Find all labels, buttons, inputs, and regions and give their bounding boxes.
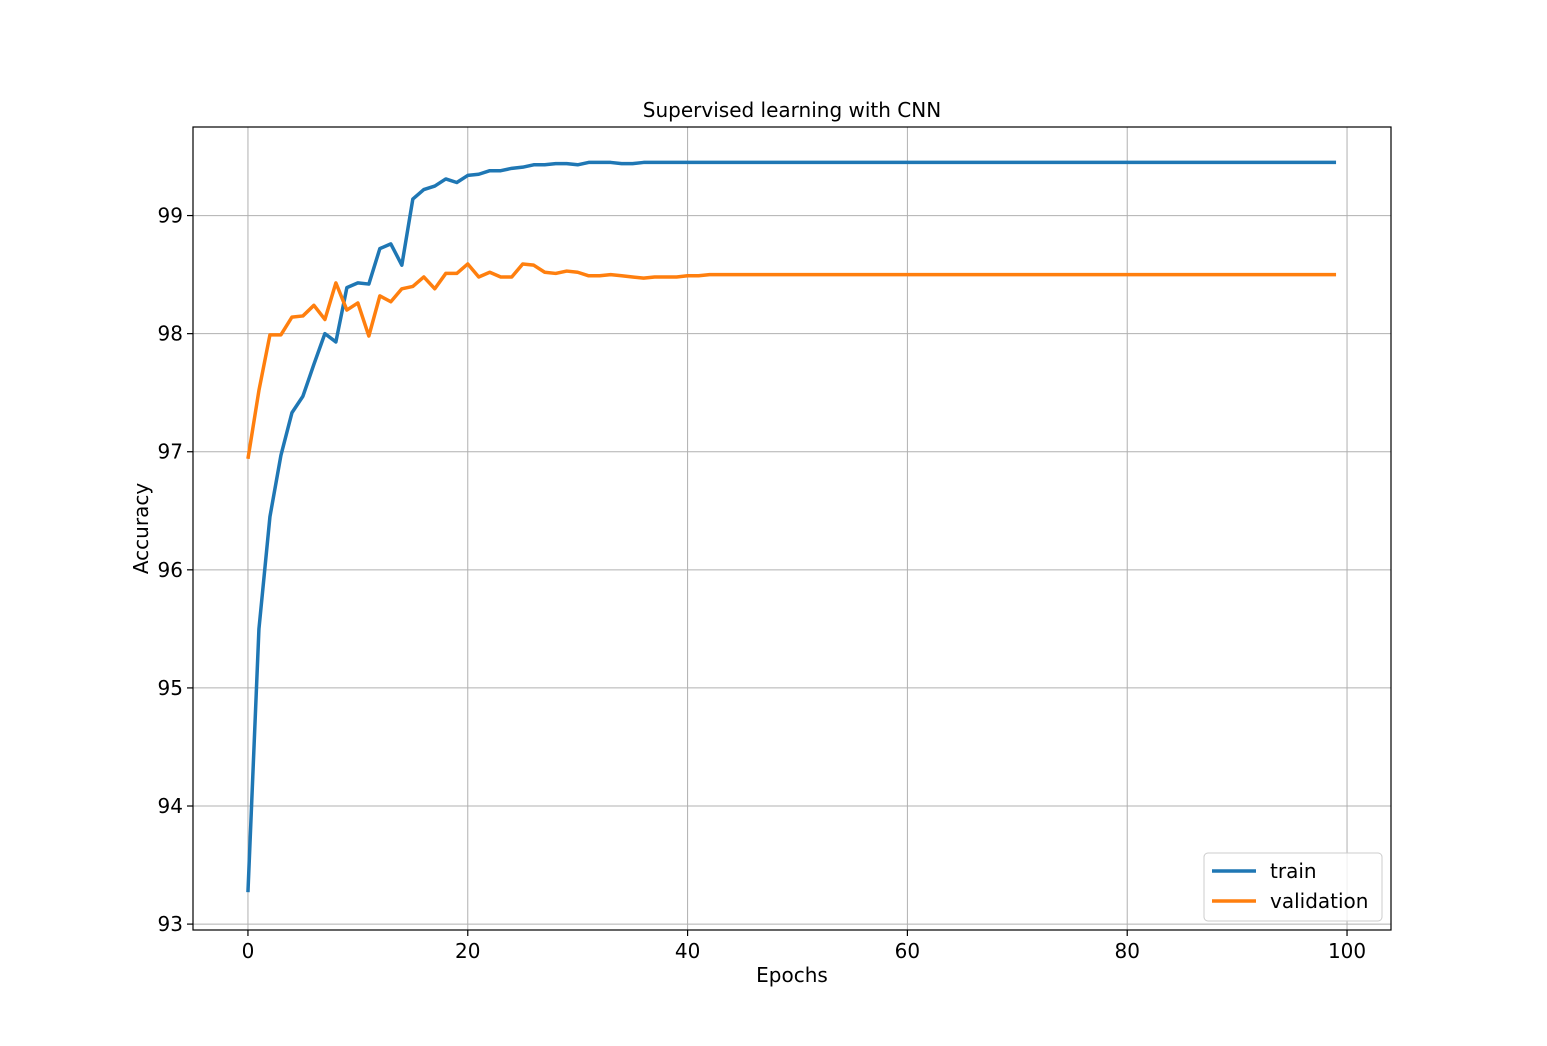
ticks: 0 20 40 60 80 100 93 94 95 96 97 98 99 — [158, 204, 1367, 963]
y-tick-label: 99 — [158, 204, 183, 228]
x-tick-label: 80 — [1114, 939, 1139, 963]
y-tick-label: 93 — [158, 912, 183, 936]
series-line-validation — [246, 262, 1337, 460]
y-tick-label: 97 — [158, 440, 183, 464]
y-tick-label: 94 — [158, 794, 183, 818]
series-layer — [246, 160, 1337, 893]
legend: train validation — [1203, 852, 1383, 922]
x-tick-label: 100 — [1328, 939, 1366, 963]
y-tick-label: 96 — [158, 558, 183, 582]
x-tick-label: 0 — [242, 939, 255, 963]
series-line-train — [246, 160, 1337, 893]
legend-label-validation: validation — [1270, 889, 1368, 913]
y-tick-label: 95 — [158, 676, 183, 700]
x-tick-label: 60 — [895, 939, 920, 963]
grid — [193, 127, 1391, 930]
legend-label-train: train — [1270, 859, 1317, 883]
x-axis-label: Epochs — [756, 963, 828, 987]
x-tick-label: 40 — [675, 939, 700, 963]
y-axis-label: Accuracy — [129, 483, 153, 574]
plot-frame — [192, 126, 1392, 931]
x-tick-label: 20 — [455, 939, 480, 963]
chart-title: Supervised learning with CNN — [643, 98, 941, 122]
y-tick-label: 98 — [158, 322, 183, 346]
